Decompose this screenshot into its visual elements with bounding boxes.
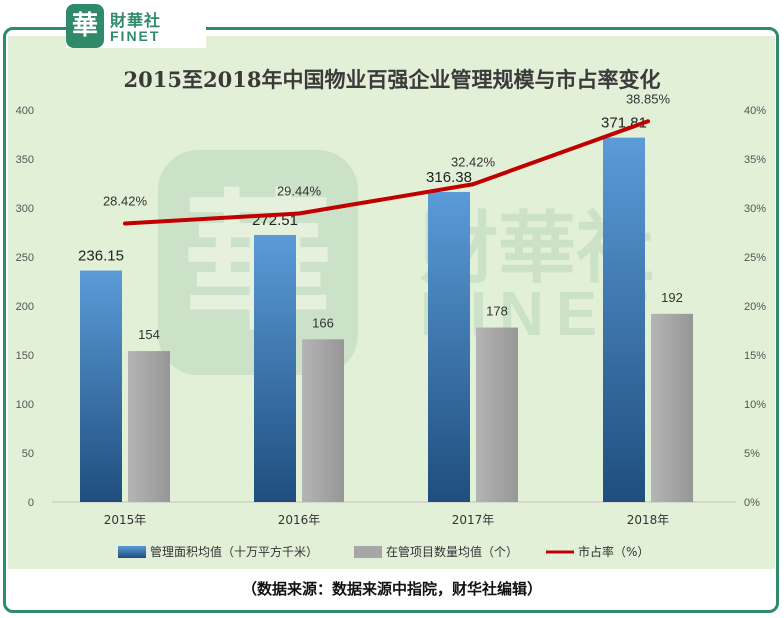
left-tick-label: 150 [16, 350, 34, 362]
bar-area-label: 316.38 [426, 169, 472, 186]
chart-title: 2015至2018年中国物业百强企业管理规模与市占率变化 [123, 67, 661, 92]
left-tick-label: 50 [22, 448, 34, 460]
left-tick-label: 0 [28, 497, 34, 509]
right-tick-label: 25% [744, 252, 766, 264]
left-axis-ticks: 0 50 100 150 200 250 300 350 400 [16, 105, 34, 509]
left-tick-label: 100 [16, 399, 34, 411]
left-tick-label: 200 [16, 301, 34, 313]
logo-name-cn: 財華社 [110, 11, 162, 30]
legend-swatch-count [354, 546, 382, 558]
bar-count [128, 351, 170, 502]
right-tick-label: 10% [744, 399, 766, 411]
right-tick-label: 35% [744, 154, 766, 166]
right-tick-label: 20% [744, 301, 766, 313]
share-point-label: 29.44% [277, 183, 322, 198]
logo-name-en: FINET [110, 28, 161, 44]
share-point-label: 32.42% [451, 154, 496, 169]
category-label: 2016年 [278, 513, 321, 527]
bar-count-label: 192 [661, 290, 683, 305]
bar-area [80, 270, 122, 502]
bar-count-label: 178 [486, 304, 508, 319]
right-tick-label: 30% [744, 203, 766, 215]
bar-area [428, 191, 470, 502]
category-label: 2015年 [104, 513, 147, 527]
bar-count-label: 154 [138, 327, 160, 342]
right-tick-label: 0% [744, 497, 760, 509]
logo-badge: 華 [66, 4, 104, 48]
bar-count-label: 166 [312, 315, 334, 330]
share-point [646, 119, 650, 124]
category-label: 2017年 [452, 513, 495, 527]
bar-area [603, 137, 645, 502]
legend-label-area: 管理面积均值（十万平方千米） [150, 544, 318, 559]
share-point-label: 28.42% [103, 193, 148, 208]
right-tick-label: 40% [744, 105, 766, 117]
right-axis-ticks: 0% 5% 10% 15% 20% 25% 30% 35% 40% [744, 105, 766, 509]
legend-label-count: 在管项目数量均值（个） [386, 544, 518, 559]
share-point [297, 211, 301, 216]
category-labels: 2015年 2016年 2017年 2018年 [104, 513, 670, 527]
bar-count [476, 327, 518, 502]
share-point [471, 182, 475, 187]
left-tick-label: 350 [16, 154, 34, 166]
bar-count [651, 313, 693, 502]
legend-swatch-area [118, 546, 146, 558]
right-tick-label: 15% [744, 350, 766, 362]
bar-area [254, 234, 296, 503]
share-line [124, 119, 649, 226]
finet-watermark: 華 財華社 FINET [158, 150, 654, 375]
share-point-label: 38.85% [626, 91, 671, 106]
bar-area-label: 236.15 [78, 248, 124, 265]
bar-count [302, 339, 344, 502]
left-tick-label: 400 [16, 105, 34, 117]
left-tick-label: 250 [16, 252, 34, 264]
finet-logo: 華 財華社 FINET [66, 4, 206, 48]
legend-label-share: 市占率（%） [578, 544, 649, 559]
share-point [123, 221, 127, 226]
share-line-layer: 28.42% 29.44% 32.42% 38.85% [103, 91, 671, 226]
source-note: （数据来源：数据来源中指院，财华社编辑） [241, 580, 542, 598]
category-label: 2018年 [627, 513, 670, 527]
right-tick-label: 5% [744, 448, 760, 460]
legend: 管理面积均值（十万平方千米） 在管项目数量均值（个） 市占率（%） [118, 544, 649, 559]
left-tick-label: 300 [16, 203, 34, 215]
